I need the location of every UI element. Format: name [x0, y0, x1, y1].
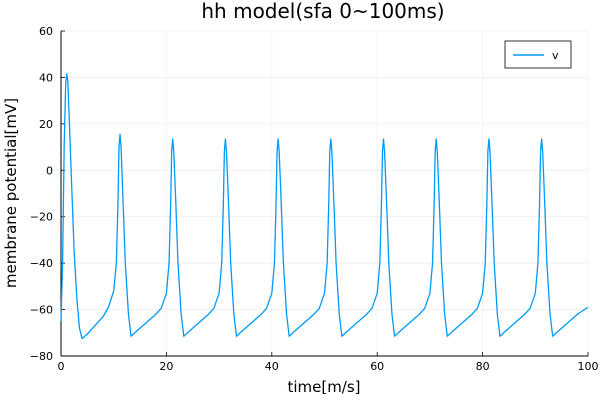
plot-frame [60, 31, 588, 357]
y-tick-label-5: 20 [39, 118, 53, 131]
y-tick-label-3: −20 [30, 211, 53, 224]
x-tick-label-3: 60 [370, 360, 384, 373]
legend: v [504, 40, 572, 69]
x-tick-label-0: 0 [58, 360, 65, 373]
legend-label-v: v [552, 49, 559, 62]
x-axis-ticks: 0 20 40 60 80 100 [58, 352, 599, 373]
x-axis-label: time[m/s] [287, 378, 360, 396]
y-axis-ticks: −80 −60 −40 −20 0 20 40 60 [30, 25, 65, 363]
y-tick-label-7: 60 [39, 25, 53, 38]
x-tick-label-4: 80 [476, 360, 490, 373]
y-axis-label: membrane potential[mV] [2, 98, 20, 288]
x-tick-label-5: 100 [578, 360, 599, 373]
chart-title: hh model(sfa 0~100ms) [201, 0, 444, 23]
x-tick-label-1: 20 [159, 360, 173, 373]
y-tick-label-4: 0 [46, 164, 53, 177]
y-tick-label-2: −40 [30, 257, 53, 270]
y-tick-label-6: 40 [39, 71, 53, 84]
grid [60, 30, 589, 357]
y-tick-label-0: −80 [30, 350, 53, 363]
x-tick-label-2: 40 [265, 360, 279, 373]
series-group [60, 73, 589, 340]
series-line-v [60, 73, 589, 340]
y-tick-label-1: −60 [30, 304, 53, 317]
